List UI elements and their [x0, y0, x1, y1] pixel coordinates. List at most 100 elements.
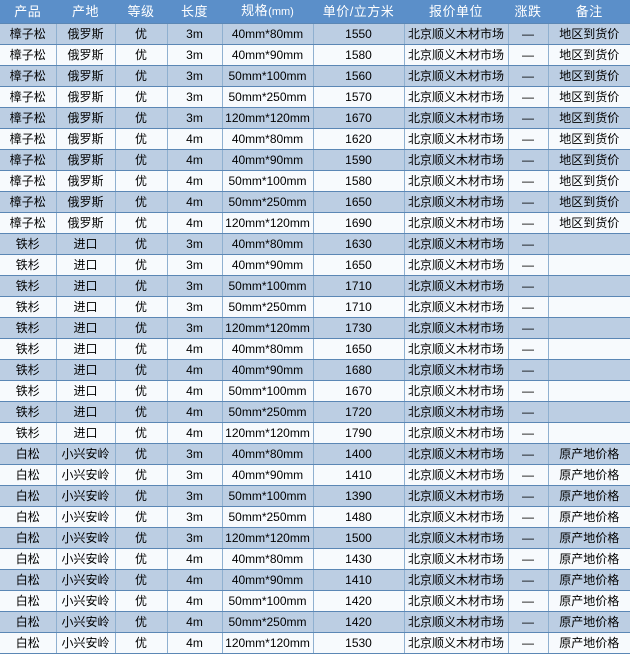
cell-spec: 40mm*90mm: [222, 464, 314, 486]
cell-source: 北京顺义木材市场: [404, 506, 509, 528]
cell-price: 1430: [313, 548, 405, 570]
cell-price: 1570: [313, 86, 405, 108]
cell-remark: [548, 233, 630, 255]
table-row: 樟子松 俄罗斯优 3m 40mm*90mm 1580 北京顺义木材市场 — 地区到货价: [0, 44, 630, 66]
cell-product: 铁杉: [0, 380, 57, 402]
cell-remark: 原产地价格: [548, 611, 630, 633]
cell-length: 3m: [167, 464, 223, 486]
column-header-change[interactable]: 涨跌: [508, 0, 549, 24]
column-header-source[interactable]: 报价单位: [404, 0, 509, 24]
cell-grade: 优: [115, 86, 168, 108]
cell-source: 北京顺义木材市场: [404, 380, 509, 402]
cell-origin: 进口: [56, 275, 116, 297]
cell-origin: 俄罗斯: [56, 65, 116, 87]
cell-grade: 优: [115, 401, 168, 423]
cell-spec: 120mm*120mm: [222, 527, 314, 549]
cell-change: —: [508, 443, 549, 465]
cell-remark: 地区到货价: [548, 86, 630, 108]
cell-length: 3m: [167, 23, 223, 45]
cell-change: —: [508, 464, 549, 486]
cell-origin: 小兴安岭: [56, 527, 116, 549]
cell-origin: 小兴安岭: [56, 632, 116, 654]
cell-spec: 50mm*250mm: [222, 296, 314, 318]
cell-length: 4m: [167, 569, 223, 591]
cell-spec: 120mm*120mm: [222, 422, 314, 444]
cell-remark: 地区到货价: [548, 23, 630, 45]
cell-source: 北京顺义木材市场: [404, 149, 509, 171]
cell-length: 4m: [167, 191, 223, 213]
cell-origin: 小兴安岭: [56, 590, 116, 612]
cell-length: 4m: [167, 401, 223, 423]
cell-origin: 小兴安岭: [56, 611, 116, 633]
cell-grade: 优: [115, 590, 168, 612]
cell-product: 樟子松: [0, 23, 57, 45]
cell-spec: 40mm*80mm: [222, 443, 314, 465]
table-row: 铁杉 进口优 3m 50mm*250mm 1710 北京顺义木材市场 —: [0, 296, 630, 318]
cell-origin: 进口: [56, 296, 116, 318]
cell-change: —: [508, 275, 549, 297]
column-header-length[interactable]: 长度: [167, 0, 223, 24]
table-row: 樟子松 俄罗斯优 4m 120mm*120mm 1690 北京顺义木材市场 — 地区到货价: [0, 212, 630, 234]
cell-grade: 优: [115, 233, 168, 255]
cell-price: 1730: [313, 317, 405, 339]
cell-length: 4m: [167, 632, 223, 654]
cell-price: 1390: [313, 485, 405, 507]
cell-price: 1480: [313, 506, 405, 528]
column-header-remark[interactable]: 备注: [548, 0, 630, 24]
cell-price: 1410: [313, 464, 405, 486]
cell-length: 3m: [167, 527, 223, 549]
cell-change: —: [508, 338, 549, 360]
table-row: 铁杉 进口优 4m 50mm*250mm 1720 北京顺义木材市场 —: [0, 401, 630, 423]
cell-product: 铁杉: [0, 254, 57, 276]
cell-remark: 原产地价格: [548, 443, 630, 465]
column-header-grade[interactable]: 等级: [115, 0, 168, 24]
cell-origin: 俄罗斯: [56, 23, 116, 45]
cell-price: 1400: [313, 443, 405, 465]
cell-source: 北京顺义木材市场: [404, 485, 509, 507]
cell-grade: 优: [115, 275, 168, 297]
table-row: 白松 小兴安岭优 4m 120mm*120mm 1530 北京顺义木材市场 — 原产地价格: [0, 632, 630, 654]
cell-source: 北京顺义木材市场: [404, 317, 509, 339]
cell-length: 3m: [167, 65, 223, 87]
cell-product: 白松: [0, 506, 57, 528]
table-row: 樟子松 俄罗斯优 4m 40mm*80mm 1620 北京顺义木材市场 — 地区到货价: [0, 128, 630, 150]
cell-change: —: [508, 191, 549, 213]
cell-spec: 50mm*100mm: [222, 380, 314, 402]
cell-remark: 地区到货价: [548, 191, 630, 213]
cell-length: 3m: [167, 317, 223, 339]
cell-remark: 原产地价格: [548, 464, 630, 486]
table-body: 樟子松 俄罗斯优 3m 40mm*80mm 1550 北京顺义木材市场 — 地区到货价 樟子松俄…: [0, 23, 630, 654]
table-row: 铁杉 进口优 4m 40mm*80mm 1650 北京顺义木材市场 —: [0, 338, 630, 360]
cell-length: 4m: [167, 128, 223, 150]
column-header-price[interactable]: 单价/立方米: [313, 0, 405, 24]
cell-change: —: [508, 380, 549, 402]
cell-price: 1680: [313, 359, 405, 381]
cell-remark: 原产地价格: [548, 569, 630, 591]
cell-source: 北京顺义木材市场: [404, 170, 509, 192]
cell-change: —: [508, 44, 549, 66]
table-row: 铁杉 进口优 3m 40mm*90mm 1650 北京顺义木材市场 —: [0, 254, 630, 276]
cell-price: 1530: [313, 632, 405, 654]
cell-length: 4m: [167, 338, 223, 360]
table-row: 铁杉 进口优 4m 40mm*90mm 1680 北京顺义木材市场 —: [0, 359, 630, 381]
cell-product: 樟子松: [0, 86, 57, 108]
cell-grade: 优: [115, 464, 168, 486]
table-row: 樟子松 俄罗斯优 4m 50mm*250mm 1650 北京顺义木材市场 — 地区到货价: [0, 191, 630, 213]
cell-product: 白松: [0, 611, 57, 633]
table-row: 樟子松 俄罗斯优 3m 50mm*100mm 1560 北京顺义木材市场 — 地区到货价: [0, 65, 630, 87]
column-header-product[interactable]: 产品: [0, 0, 57, 24]
cell-remark: [548, 401, 630, 423]
cell-source: 北京顺义木材市场: [404, 23, 509, 45]
cell-change: —: [508, 149, 549, 171]
cell-product: 铁杉: [0, 359, 57, 381]
cell-remark: 原产地价格: [548, 632, 630, 654]
cell-grade: 优: [115, 317, 168, 339]
column-header-spec[interactable]: 规格(mm): [222, 0, 314, 24]
cell-spec: 50mm*100mm: [222, 590, 314, 612]
table-row: 樟子松 俄罗斯优 3m 50mm*250mm 1570 北京顺义木材市场 — 地区到货价: [0, 86, 630, 108]
column-header-origin[interactable]: 产地: [56, 0, 116, 24]
cell-length: 3m: [167, 254, 223, 276]
cell-grade: 优: [115, 191, 168, 213]
cell-origin: 小兴安岭: [56, 548, 116, 570]
